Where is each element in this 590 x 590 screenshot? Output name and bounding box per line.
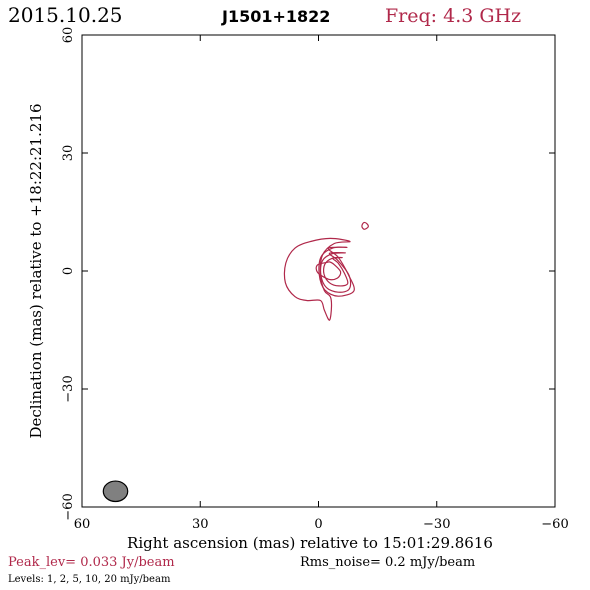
y-axis-label: Declination (mas) relative to +18:22:21.… (27, 103, 45, 438)
x-tick-label: 30 (192, 517, 209, 532)
y-tick-label: 0 (61, 267, 76, 275)
contour-level-5 (319, 251, 352, 293)
x-tick-label: 60 (74, 517, 91, 532)
frequency-label: Freq: 4.3 GHz (385, 5, 521, 27)
peak-level-text: Peak_lev= 0.033 Jy/beam (8, 555, 175, 570)
contour-level-1 (283, 237, 351, 321)
axis-tick-labels: 60 30 0 −30 −60 −60 −30 0 30 60 (61, 27, 569, 532)
x-tick-label: −60 (541, 517, 568, 532)
y-tick-label: −30 (61, 375, 76, 402)
contour-level-20 (315, 261, 342, 281)
beam-ellipse (102, 480, 129, 503)
y-tick-label: 30 (61, 145, 76, 162)
levels-text: Levels: 1, 2, 5, 10, 20 mJy/beam (8, 574, 171, 585)
rms-noise-text: Rms_noise= 0.2 mJy/beam (300, 555, 475, 570)
axis-ticks (81, 34, 556, 508)
contour-group (283, 221, 369, 321)
observation-date: 2015.10.25 (8, 3, 123, 27)
beam-group (102, 480, 129, 503)
x-tick-label: −30 (423, 517, 450, 532)
y-tick-label: 60 (61, 27, 76, 44)
source-name: J1501+1822 (221, 7, 330, 26)
y-tick-label: −60 (61, 493, 76, 520)
x-axis-label: Right ascension (mas) relative to 15:01:… (127, 534, 493, 552)
contour-level-1 (361, 221, 369, 230)
x-tick-label: 0 (314, 517, 322, 532)
